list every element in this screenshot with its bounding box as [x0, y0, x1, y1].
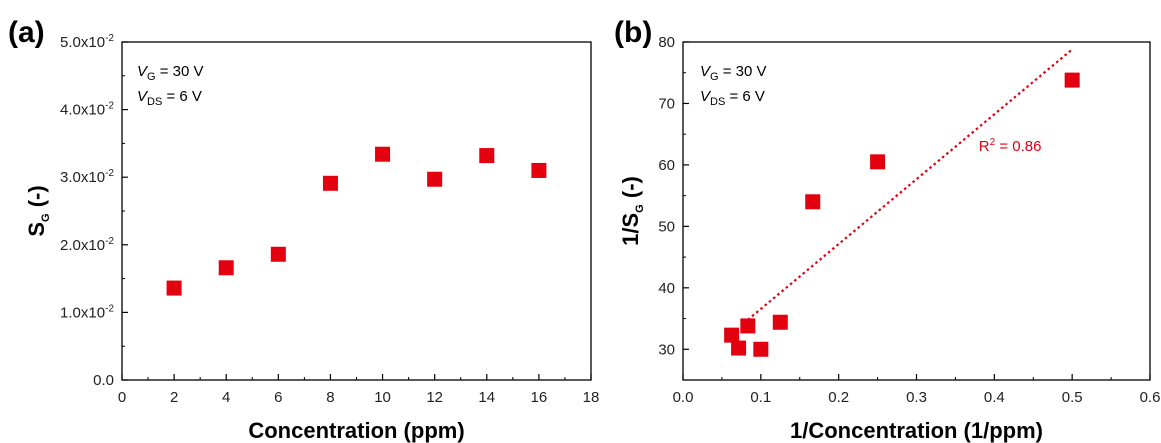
x-tick-label: 10 [374, 389, 391, 406]
x-tick-label: 2 [170, 389, 178, 406]
panel-a-label: (a) [8, 16, 45, 49]
panel-b-y-tick-labels: 30 40 50 60 70 80 [658, 34, 675, 358]
panel-b-x-axis-title: 1/Concentration (1/ppm) [790, 418, 1043, 443]
data-point [870, 154, 886, 170]
panel-a-y-title-suffix: (-) [24, 185, 49, 213]
x-tick-label: 8 [326, 389, 334, 406]
y-tick-label: 50 [658, 218, 675, 235]
x-tick-label: 12 [426, 389, 443, 406]
x-tick-label: 0.6 [1140, 389, 1161, 406]
y-tick-label: 3.0x10-2 [60, 168, 114, 186]
data-point [724, 327, 740, 343]
panel-a-y-tick-labels: 0.0 1.0x10-2 2.0x10-2 3.0x10-2 4.0x10-2 5.0x1… [60, 33, 114, 389]
y-tick-label: 70 [658, 95, 675, 112]
data-point [166, 280, 182, 296]
panel-a-x-axis-title: Concentration (ppm) [248, 418, 464, 443]
data-point [531, 162, 547, 178]
x-tick-label: 0.1 [750, 389, 771, 406]
panel-b-chart: (b) 0.0 0.1 0.2 0.3 0.4 0.5 0.6 30 40 50 60 70 80 R… [614, 16, 1160, 443]
panel-a-y-title-main: S [24, 222, 49, 237]
panel-b-fit-line [747, 48, 1073, 321]
y-tick-label: 30 [658, 341, 675, 358]
panel-b-y-axis-title: 1/SG (-) [618, 176, 646, 246]
x-tick-label: 18 [583, 389, 600, 406]
panel-a-y-title-sub: G [40, 213, 52, 222]
panel-b-data-points [724, 72, 1080, 357]
x-tick-label: 4 [222, 389, 230, 406]
panel-b-y-title-main: 1/S [618, 213, 643, 246]
y-tick-label: 40 [658, 280, 675, 297]
panel-a-axis-ticks [121, 41, 592, 381]
data-point [772, 314, 788, 330]
panel-b-x-tick-labels: 0.0 0.1 0.2 0.3 0.4 0.5 0.6 [673, 389, 1161, 406]
data-point [375, 146, 391, 162]
data-point [479, 148, 495, 164]
data-point [1064, 72, 1080, 88]
panel-b-axis-ticks [682, 41, 1151, 380]
panel-a-x-tick-labels: 0 2 4 6 8 10 12 14 16 18 [118, 389, 600, 406]
y-tick-label: 60 [658, 157, 675, 174]
condition-annotation: VG = 30 V [137, 63, 204, 83]
x-tick-label: 16 [531, 389, 548, 406]
x-tick-label: 0.4 [984, 389, 1005, 406]
y-tick-label: 80 [658, 34, 675, 51]
data-point [731, 340, 747, 356]
data-point [805, 194, 821, 210]
data-point [322, 175, 338, 191]
x-tick-label: 0 [118, 389, 126, 406]
x-tick-label: 0.3 [906, 389, 927, 406]
condition-annotation: VDS = 6 V [700, 88, 765, 108]
y-tick-label: 5.0x10-2 [60, 33, 114, 51]
data-point [740, 318, 756, 334]
data-point [218, 260, 234, 276]
panel-b-annotations: VG = 30 V VDS = 6 V [700, 63, 767, 108]
x-tick-label: 14 [478, 389, 495, 406]
data-point [270, 246, 286, 262]
data-point [427, 171, 443, 187]
x-tick-label: 6 [274, 389, 282, 406]
panel-b-fit-label: R2 = 0.86 [979, 137, 1042, 155]
y-tick-label: 2.0x10-2 [60, 236, 114, 254]
x-tick-label: 0.2 [828, 389, 849, 406]
x-tick-label: 0.5 [1062, 389, 1083, 406]
y-tick-label: 0.0 [93, 372, 114, 389]
condition-annotation: VDS = 6 V [137, 88, 202, 108]
panel-b-y-title-suffix: (-) [618, 176, 643, 204]
panel-a-annotations: VG = 30 V VDS = 6 V [137, 63, 204, 108]
panel-b-label: (b) [614, 16, 652, 49]
condition-annotation: VG = 30 V [700, 63, 767, 83]
panel-a-y-axis-title: SG (-) [24, 185, 52, 236]
panel-a-chart: (a) 0 2 4 6 8 10 12 14 16 18 0.0 1.0x10-2 2.0x10-2 3… [8, 16, 599, 443]
y-tick-label: 4.0x10-2 [60, 101, 114, 119]
x-tick-label: 0.0 [673, 389, 694, 406]
y-tick-label: 1.0x10-2 [60, 303, 114, 321]
panel-b-y-title-sub: G [634, 204, 646, 213]
data-point [753, 341, 769, 357]
panel-a-data-points [166, 146, 547, 296]
